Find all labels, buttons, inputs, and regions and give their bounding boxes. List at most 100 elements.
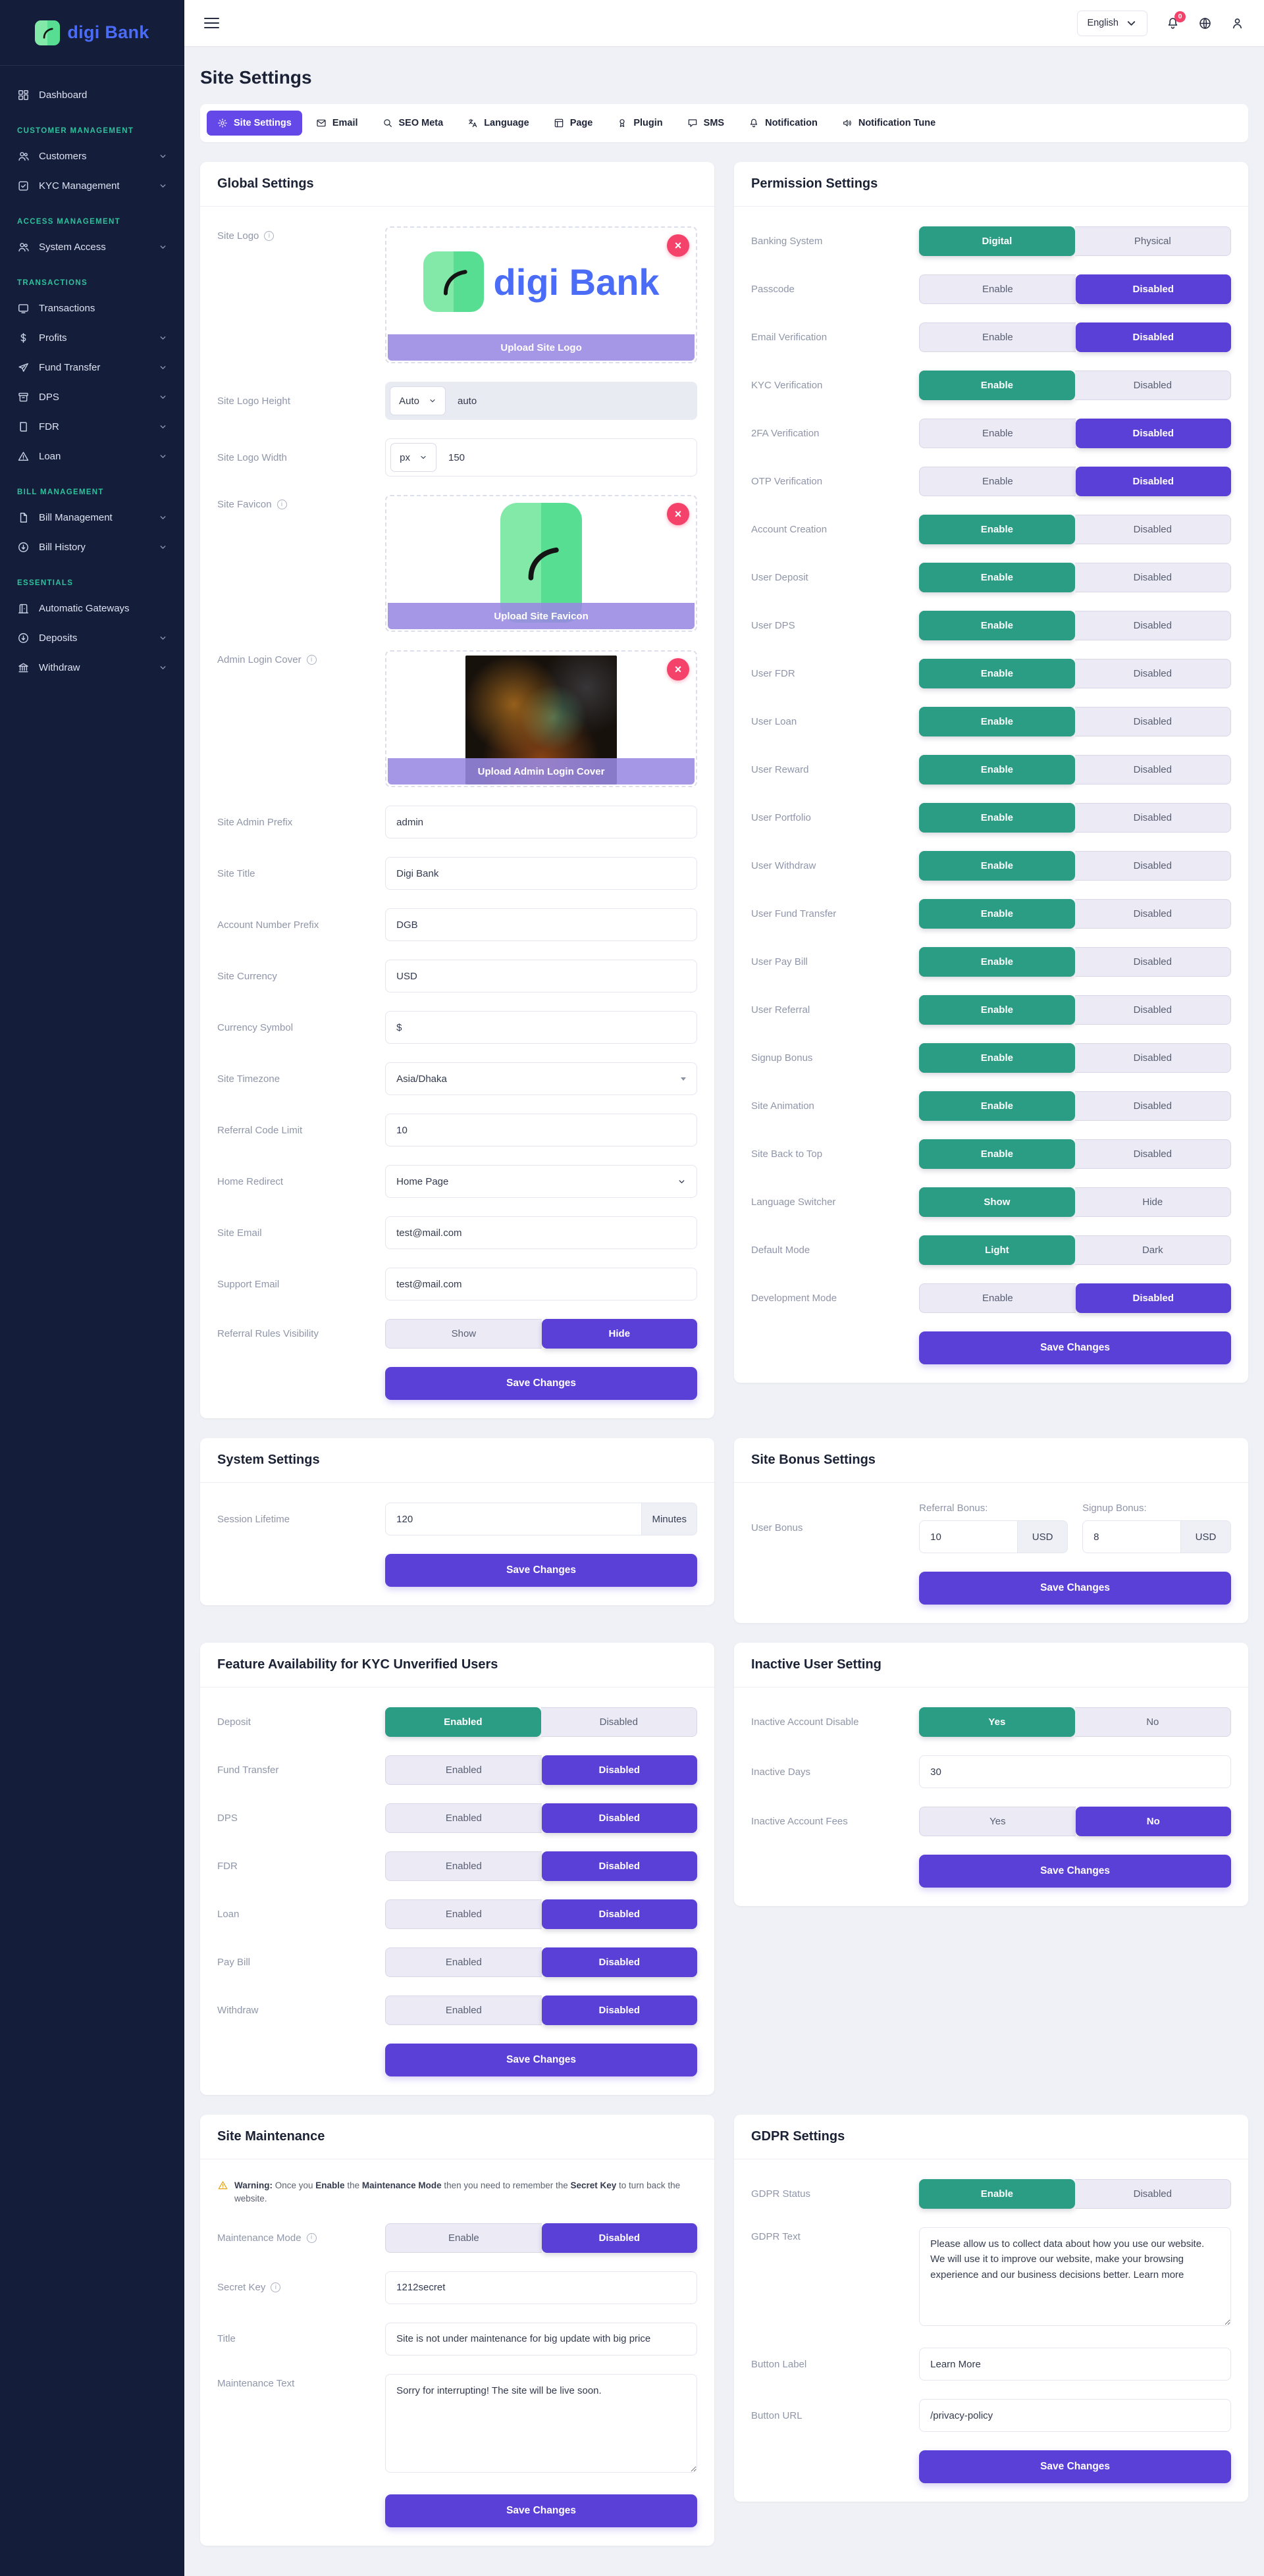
remove-image-button[interactable]: × bbox=[667, 658, 689, 681]
toggle-option-enabled[interactable]: Enabled bbox=[385, 1755, 542, 1785]
site-title-input[interactable] bbox=[385, 857, 697, 890]
button-label-input[interactable] bbox=[919, 2348, 1231, 2381]
toggle-option-disabled[interactable]: Disabled bbox=[1074, 899, 1232, 929]
toggle-option-disabled[interactable]: Disabled bbox=[1074, 947, 1232, 977]
language-select[interactable]: English bbox=[1077, 10, 1147, 36]
tab-page[interactable]: Page bbox=[543, 111, 604, 136]
sidebar-item-loan[interactable]: Loan bbox=[0, 442, 184, 471]
toggle-option-disabled[interactable]: Disabled bbox=[1074, 515, 1232, 544]
currency-symbol-input[interactable] bbox=[385, 1011, 697, 1044]
tab-language[interactable]: Language bbox=[457, 111, 539, 136]
referral-code-limit-input[interactable] bbox=[385, 1114, 697, 1146]
toggle-option-enable[interactable]: Enable bbox=[919, 563, 1075, 592]
toggle-option-disabled[interactable]: Disabled bbox=[1074, 2179, 1232, 2209]
toggle-option-disabled[interactable]: Disabled bbox=[541, 1947, 698, 1977]
toggle-option-enable[interactable]: Enable bbox=[919, 1043, 1075, 1073]
secret-key-input[interactable] bbox=[385, 2271, 697, 2304]
toggle-option-enabled[interactable]: Enabled bbox=[385, 1899, 542, 1929]
toggle-option-no[interactable]: No bbox=[1074, 1707, 1232, 1737]
referral-bonus-input[interactable] bbox=[919, 1520, 1018, 1553]
toggle-option-disabled[interactable]: Disabled bbox=[1074, 563, 1232, 592]
toggle-option-enabled[interactable]: Enabled bbox=[385, 1707, 541, 1737]
toggle-option-disabled[interactable]: Disabled bbox=[1075, 1283, 1232, 1313]
sidebar-item-bill-management[interactable]: Bill Management bbox=[0, 503, 184, 532]
sidebar-item-customers[interactable]: Customers bbox=[0, 142, 184, 171]
toggle-option-disabled[interactable]: Disabled bbox=[1074, 611, 1232, 640]
toggle-option-yes[interactable]: Yes bbox=[919, 1807, 1076, 1836]
toggle-option-disabled[interactable]: Disabled bbox=[1075, 322, 1232, 352]
toggle-option-physical[interactable]: Physical bbox=[1074, 226, 1232, 256]
toggle-option-enable[interactable]: Enable bbox=[919, 947, 1075, 977]
toggle-option-enable[interactable]: Enable bbox=[919, 2179, 1075, 2209]
toggle-option-enable[interactable]: Enable bbox=[919, 611, 1075, 640]
toggle-option-disabled[interactable]: Disabled bbox=[1074, 1091, 1232, 1121]
upload-button[interactable]: Upload Site Logo bbox=[388, 334, 695, 361]
button-url-input[interactable] bbox=[919, 2399, 1231, 2432]
toggle-option-disabled[interactable]: Disabled bbox=[1074, 371, 1232, 400]
sidebar-item-profits[interactable]: Profits bbox=[0, 323, 184, 353]
toggle-option-hide[interactable]: Hide bbox=[1074, 1187, 1232, 1217]
toggle-option-enable[interactable]: Enable bbox=[919, 322, 1076, 352]
save-changes-button[interactable]: Save Changes bbox=[919, 1572, 1231, 1605]
site-logo-width-unit-select[interactable]: px bbox=[390, 443, 436, 472]
toggle-option-enable[interactable]: Enable bbox=[919, 274, 1076, 304]
site-favicon-upload-dropzone[interactable]: Upload Site Favicon × bbox=[385, 495, 697, 632]
toggle-option-disabled[interactable]: Disabled bbox=[1074, 1139, 1232, 1169]
support-email-input[interactable] bbox=[385, 1268, 697, 1301]
signup-bonus-input[interactable] bbox=[1082, 1520, 1182, 1553]
upload-button[interactable]: Upload Admin Login Cover bbox=[388, 758, 695, 785]
toggle-option-no[interactable]: No bbox=[1075, 1807, 1232, 1836]
hamburger-menu-icon[interactable] bbox=[204, 14, 219, 31]
toggle-option-enable[interactable]: Enable bbox=[919, 995, 1075, 1025]
toggle-option-disabled[interactable]: Disabled bbox=[541, 1755, 698, 1785]
sidebar-item-deposits[interactable]: Deposits bbox=[0, 623, 184, 653]
save-changes-button[interactable]: Save Changes bbox=[919, 1331, 1231, 1364]
home-redirect-select[interactable]: Home Page bbox=[385, 1165, 697, 1198]
toggle-option-disabled[interactable]: Disabled bbox=[1074, 803, 1232, 833]
toggle-option-disabled[interactable]: Disabled bbox=[1075, 467, 1232, 496]
tab-plugin[interactable]: Plugin bbox=[606, 111, 673, 136]
save-changes-button[interactable]: Save Changes bbox=[919, 1855, 1231, 1888]
toggle-option-disabled[interactable]: Disabled bbox=[1074, 1043, 1232, 1073]
toggle-option-enable[interactable]: Enable bbox=[919, 1283, 1076, 1313]
admin-login-cover-upload-dropzone[interactable]: Upload Admin Login Cover × bbox=[385, 650, 697, 787]
tab-notification[interactable]: Notification bbox=[738, 111, 828, 136]
toggle-option-enable[interactable]: Enable bbox=[919, 371, 1075, 400]
toggle-option-enabled[interactable]: Enabled bbox=[385, 1947, 542, 1977]
toggle-option-enable[interactable]: Enable bbox=[919, 515, 1075, 544]
tab-seo-meta[interactable]: SEO Meta bbox=[372, 111, 454, 136]
toggle-option-dark[interactable]: Dark bbox=[1074, 1235, 1232, 1265]
site-timezone-select[interactable]: Asia/Dhaka bbox=[385, 1062, 697, 1095]
toggle-option-enabled[interactable]: Enabled bbox=[385, 1851, 542, 1881]
site-link-button[interactable] bbox=[1198, 16, 1212, 30]
site-logo-height-unit-select[interactable]: Auto bbox=[390, 386, 446, 415]
toggle-option-disabled[interactable]: Disabled bbox=[540, 1707, 698, 1737]
notifications-button[interactable]: 0 bbox=[1166, 11, 1186, 30]
toggle-option-hide[interactable]: Hide bbox=[541, 1319, 698, 1349]
toggle-option-enable[interactable]: Enable bbox=[919, 1139, 1075, 1169]
profile-button[interactable] bbox=[1230, 16, 1244, 30]
sidebar-item-dashboard[interactable]: Dashboard bbox=[0, 80, 184, 110]
toggle-option-disabled[interactable]: Disabled bbox=[1074, 659, 1232, 688]
toggle-option-yes[interactable]: Yes bbox=[919, 1707, 1075, 1737]
toggle-option-disabled[interactable]: Disabled bbox=[541, 1851, 698, 1881]
toggle-option-enable[interactable]: Enable bbox=[919, 419, 1076, 448]
toggle-option-show[interactable]: Show bbox=[385, 1319, 542, 1349]
sidebar-item-fund-transfer[interactable]: Fund Transfer bbox=[0, 353, 184, 382]
site-email-input[interactable] bbox=[385, 1216, 697, 1249]
toggle-option-enable[interactable]: Enable bbox=[385, 2223, 542, 2253]
toggle-option-light[interactable]: Light bbox=[919, 1235, 1075, 1265]
site-logo-width-value[interactable]: 150 bbox=[448, 451, 465, 463]
site-admin-prefix-input[interactable] bbox=[385, 806, 697, 838]
toggle-option-disabled[interactable]: Disabled bbox=[1074, 707, 1232, 736]
remove-image-button[interactable]: × bbox=[667, 503, 689, 525]
account-number-prefix-input[interactable] bbox=[385, 908, 697, 941]
tab-email[interactable]: Email bbox=[305, 111, 369, 136]
toggle-option-disabled[interactable]: Disabled bbox=[1074, 851, 1232, 881]
toggle-option-disabled[interactable]: Disabled bbox=[541, 1996, 698, 2025]
site-currency-input[interactable] bbox=[385, 960, 697, 992]
toggle-option-disabled[interactable]: Disabled bbox=[1074, 755, 1232, 785]
sidebar-item-automatic-gateways[interactable]: Automatic Gateways bbox=[0, 594, 184, 623]
maintenance-text-textarea[interactable]: Sorry for interrupting! The site will be… bbox=[385, 2373, 697, 2473]
save-changes-button[interactable]: Save Changes bbox=[385, 2494, 697, 2527]
